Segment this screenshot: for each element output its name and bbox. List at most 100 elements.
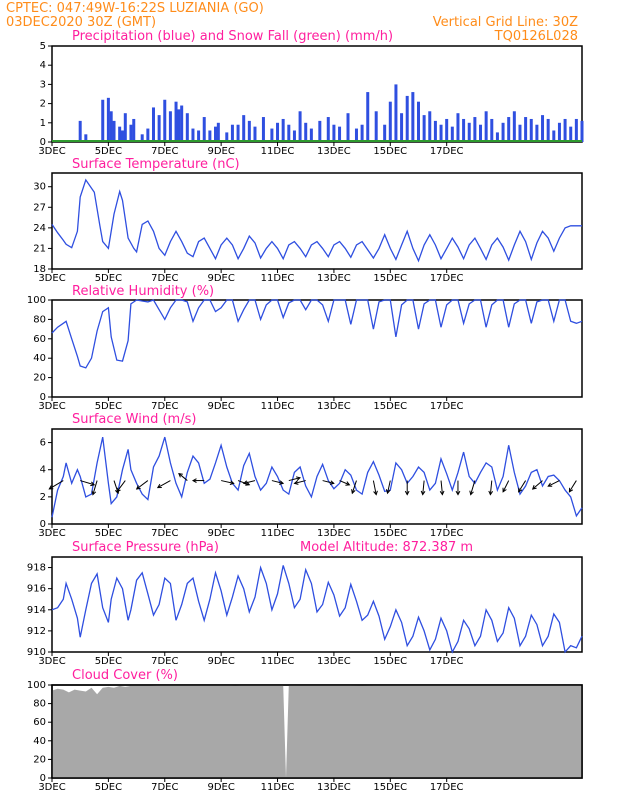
precip-bar: [557, 122, 561, 142]
precip-bar: [101, 99, 105, 142]
precip-bar: [247, 120, 251, 142]
x-tick-label: 5DEC: [95, 146, 122, 157]
x-tick-label: 13DEC: [317, 273, 351, 284]
y-tick-label: 40: [33, 736, 46, 747]
wind-arrow: [157, 480, 171, 489]
y-tick-label: 100: [27, 680, 46, 691]
precip-bar: [580, 120, 584, 142]
precip-bar: [366, 92, 370, 142]
x-tick-label: 3DEC: [38, 782, 65, 793]
precip-bar: [433, 120, 437, 142]
panel-frame: [51, 684, 583, 779]
wind-arrow-head: [373, 490, 378, 496]
panel-4: 910 912 914 916 918 3DEC 5DEC 7DEC 9DEC 11DEC 13DE…: [27, 556, 583, 667]
wind-arrow-head: [351, 489, 356, 495]
x-tick-label: 7DEC: [151, 146, 178, 157]
panels-layer: 0 1 2 3 4 5 3DEC 5DEC 7DEC 9DEC 11DEC 13DEC 15DEC 17D…: [27, 41, 584, 793]
humidity-title: Relative Humidity (%): [72, 284, 214, 299]
x-tick-label: 13DEC: [317, 782, 351, 793]
precip-bar: [84, 134, 88, 142]
precip-bar: [535, 124, 539, 142]
precip-bar: [388, 101, 392, 142]
wind-arrow: [532, 480, 543, 490]
precip-bar: [563, 118, 567, 142]
x-tick-label: 17DEC: [430, 401, 464, 412]
x-tick-label: 7DEC: [151, 528, 178, 539]
precip-title: Precipitation (blue) and Snow Fall (gree…: [72, 29, 393, 44]
wind-arrow-head: [345, 481, 351, 486]
header-run-id: TQ0126L028: [494, 29, 578, 44]
y-tick-label: 60: [33, 334, 46, 345]
precip-bar: [518, 124, 522, 142]
y-tick-label: 27: [33, 202, 46, 213]
series-line: [51, 178, 582, 263]
precip-bar: [197, 130, 201, 142]
wind-arrow-head: [295, 476, 302, 481]
panel-frame: [51, 428, 583, 525]
y-tick-label: 100: [27, 295, 46, 306]
x-tick-label: 11DEC: [261, 146, 295, 157]
y-tick-label: 5: [40, 41, 46, 52]
wind-arrow: [470, 480, 476, 495]
x-tick-label: 3DEC: [38, 273, 65, 284]
wind-arrow-head: [455, 490, 461, 496]
cloud-title: Cloud Cover (%): [72, 668, 178, 683]
precip-bar: [552, 130, 556, 142]
precip-bar: [177, 109, 181, 142]
y-tick-label: 6: [40, 438, 46, 449]
precip-bar: [270, 128, 274, 142]
wind-arrow-head: [469, 490, 474, 496]
wind-arrow-head: [229, 480, 235, 485]
precip-bar: [174, 101, 178, 142]
precip-bar: [529, 118, 533, 142]
precip-bar: [467, 122, 471, 142]
x-tick-label: 5DEC: [95, 528, 122, 539]
x-tick-label: 15DEC: [373, 146, 407, 157]
wind-arrow-head: [90, 481, 96, 487]
precip-bar: [261, 117, 265, 142]
precip-bar: [185, 113, 189, 142]
precip-bar: [422, 115, 426, 142]
panel-3: 0 2 4 6 3DEC 5DEC 7DEC 9DEC 11DEC 13DEC 15DEC 17DEC: [38, 428, 583, 539]
wind-arrow: [288, 477, 301, 482]
y-tick-label: 80: [33, 699, 46, 710]
precip-bar: [495, 132, 499, 142]
precip-bar: [479, 124, 483, 142]
wind-arrow-head: [178, 472, 183, 478]
x-tick-label: 7DEC: [151, 782, 178, 793]
precip-bar: [230, 124, 234, 142]
wind-arrow: [387, 480, 391, 494]
x-tick-label: 9DEC: [207, 273, 234, 284]
x-tick-label: 7DEC: [151, 656, 178, 667]
wind-arrow-head: [502, 487, 507, 493]
wind-arrow-head: [385, 489, 391, 495]
wind-arrow: [351, 480, 357, 494]
precip-bar: [208, 130, 212, 142]
precip-bar: [309, 128, 313, 142]
precip-bar: [456, 113, 460, 142]
wind-arrow-head: [279, 480, 285, 485]
wind-arrow-head: [488, 490, 494, 496]
wind-arrow: [271, 480, 284, 484]
precip-bar: [524, 117, 528, 142]
wind-arrow: [178, 473, 188, 481]
y-tick-label: 30: [33, 182, 46, 193]
precip-bar: [242, 115, 246, 142]
precip-bar: [276, 122, 280, 142]
precip-bar: [287, 124, 291, 142]
precip-bar: [439, 124, 443, 142]
x-tick-label: 13DEC: [317, 656, 351, 667]
precip-bar: [168, 111, 172, 142]
panel-2: 0 20 40 60 80 100 3DEC 5DEC 7DEC 9DEC 11DEC 13DEC 15…: [27, 295, 583, 412]
x-tick-label: 5DEC: [95, 401, 122, 412]
y-tick-label: 4: [40, 60, 46, 71]
x-tick-label: 11DEC: [261, 528, 295, 539]
series-line: [51, 436, 583, 518]
precip-bar: [318, 120, 322, 142]
precip-bar: [129, 124, 133, 142]
y-tick-label: 2: [40, 492, 46, 503]
x-tick-label: 9DEC: [207, 656, 234, 667]
x-tick-label: 3DEC: [38, 401, 65, 412]
precip-bar: [332, 124, 336, 142]
wind-arrow-head: [293, 480, 299, 485]
